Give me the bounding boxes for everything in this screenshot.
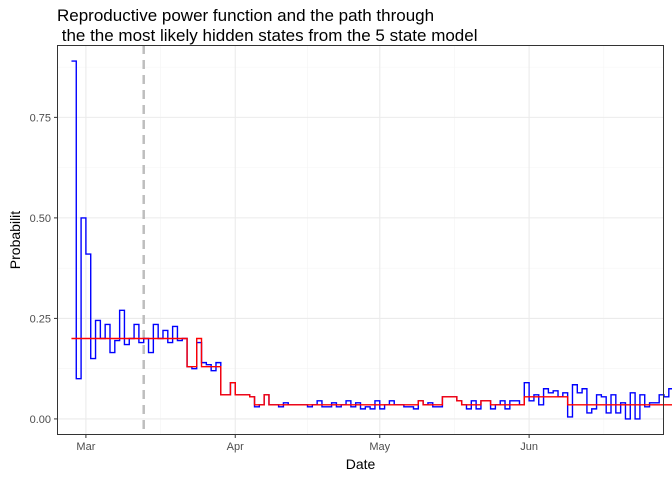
- y-tick-label: 0.50: [30, 213, 51, 225]
- x-tick-label: Mar: [76, 441, 95, 453]
- y-axis: 0.00 0.25 0.50 0.75: [30, 112, 57, 426]
- y-tick-label: 0.25: [30, 313, 51, 325]
- y-tick-label: 0.75: [30, 112, 51, 124]
- x-tick-label: Jun: [520, 441, 538, 453]
- chart-title-line-1: Reproductive power function and the path…: [57, 6, 435, 25]
- x-tick-label: May: [369, 441, 390, 453]
- chart-title-line-2: the the most likely hidden states from t…: [57, 26, 478, 45]
- x-axis: Mar Apr May Jun: [76, 435, 538, 453]
- panel-border: [57, 45, 664, 435]
- minor-gridlines: [57, 45, 664, 435]
- x-axis-title: Date: [346, 456, 376, 472]
- y-tick-label: 0.00: [30, 414, 51, 426]
- series-2-step-line: [71, 337, 672, 406]
- y-axis-title: Probabilit: [7, 211, 23, 269]
- major-gridlines: [57, 45, 664, 435]
- series-layer: [71, 60, 672, 420]
- series-1-step-line: [71, 60, 672, 420]
- x-tick-label: Apr: [227, 441, 244, 453]
- chart-title: Reproductive power function and the path…: [57, 6, 478, 46]
